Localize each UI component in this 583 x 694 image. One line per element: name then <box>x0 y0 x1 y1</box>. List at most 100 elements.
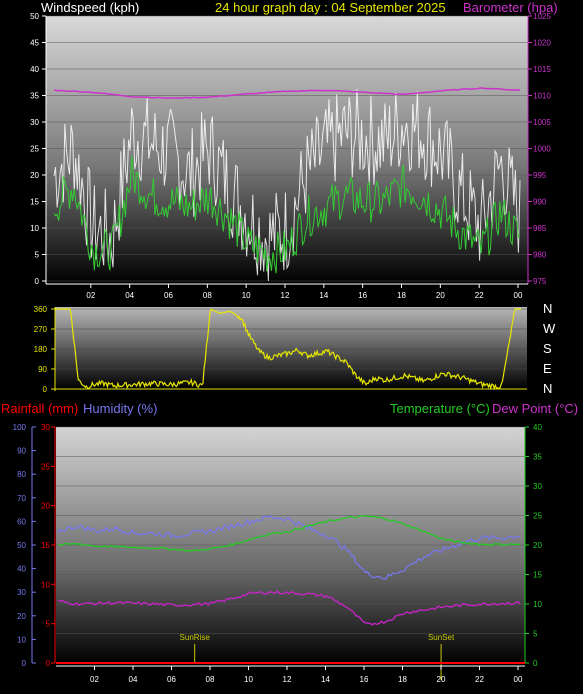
x-tick-label: 18 <box>397 291 406 300</box>
temperature-line <box>57 514 521 553</box>
windspeed-axis: 0 5 10 15 20 25 30 35 40 45 50 <box>30 12 47 286</box>
wind-pressure-series <box>53 87 521 282</box>
x-tick-label: 16 <box>360 675 369 684</box>
windspeed-gust-line <box>53 88 521 282</box>
barometer-tick-label: 975 <box>533 277 547 286</box>
wind-pressure-grid <box>46 15 528 282</box>
windspeed-average-line <box>53 155 521 274</box>
windspeed-tick-label: 5 <box>35 251 40 260</box>
x-tick-label: 20 <box>437 675 446 684</box>
rainfall-tick-label: 20 <box>41 502 50 511</box>
barometer-tick-label: 1025 <box>533 12 551 21</box>
windspeed-tick-label: 20 <box>30 171 39 180</box>
temperature-tick-label: 20 <box>533 541 542 550</box>
x-tick-label: 06 <box>167 675 176 684</box>
x-tick-label: 14 <box>319 291 328 300</box>
barometer-line <box>53 87 521 99</box>
x-tick-label: 14 <box>321 675 330 684</box>
humidity-line <box>57 514 521 580</box>
barometer-tick-label: 1010 <box>533 92 551 101</box>
temperature-tick-label: 10 <box>533 600 542 609</box>
wind-direction-plot-area <box>55 307 527 389</box>
windspeed-tick-label: 0 <box>35 277 40 286</box>
x-tick-label: 20 <box>436 291 445 300</box>
temperature-tick-label: 0 <box>533 659 538 668</box>
x-tick-label: 00 <box>514 675 523 684</box>
compass-e: E <box>543 361 552 376</box>
compass-n-bottom: N <box>543 381 552 396</box>
humidity-tick-label: 70 <box>17 494 26 503</box>
x-tick-label: 10 <box>242 291 251 300</box>
wind-direction-tick-label: 0 <box>43 385 48 394</box>
humidity-tick-label: 0 <box>22 659 27 668</box>
x-tick-label: 22 <box>475 675 484 684</box>
x-tick-label: 04 <box>129 675 138 684</box>
windspeed-tick-label: 45 <box>30 39 39 48</box>
compass-s: S <box>543 341 552 356</box>
temperature-tick-label: 15 <box>533 571 542 580</box>
x-tick-label: 10 <box>244 675 253 684</box>
page-title: 24 hour graph day : 04 September 2025 <box>215 0 446 15</box>
windspeed-tick-label: 50 <box>30 12 39 21</box>
rainfall-tick-label: 25 <box>41 462 50 471</box>
temperature-axes: 0 10 20 30 40 50 60 70 80 90 100 0 5 10 15 20 25 30 0 5 10 15… <box>13 423 543 668</box>
temperature-tick-label: 40 <box>533 423 542 432</box>
humidity-tick-label: 30 <box>17 588 26 597</box>
temperature-tick-label: 30 <box>533 482 542 491</box>
humidity-tick-label: 60 <box>17 517 26 526</box>
temperature-grid <box>56 426 525 664</box>
x-tick-label: 08 <box>203 291 212 300</box>
rainfall-tick-label: 10 <box>41 580 50 589</box>
barometer-tick-label: 1000 <box>533 145 551 154</box>
x-tick-label: 00 <box>514 291 523 300</box>
barometer-axis-title: Barometer (hpa) <box>463 0 558 15</box>
temperature-tick-label: 25 <box>533 512 542 521</box>
rainfall-tick-label: 5 <box>46 620 51 629</box>
humidity-tick-label: 80 <box>17 470 26 479</box>
wind-direction-tick-label: 90 <box>38 365 47 374</box>
humidity-tick-label: 50 <box>17 541 26 550</box>
windspeed-tick-label: 15 <box>30 198 39 207</box>
barometer-tick-label: 1015 <box>533 65 551 74</box>
x-tick-label: 22 <box>475 291 484 300</box>
x-tick-label: 16 <box>358 291 367 300</box>
rainfall-axis-title: Rainfall (mm) <box>1 401 78 416</box>
barometer-tick-label: 980 <box>533 251 547 260</box>
dewpoint-line <box>57 590 521 626</box>
compass-w: W <box>543 321 556 336</box>
x-tick-label: 12 <box>283 675 292 684</box>
temperature-x-axis: 02 04 06 08 10 12 14 16 18 20 22 00 <box>56 665 525 684</box>
x-tick-label: 18 <box>398 675 407 684</box>
barometer-tick-label: 1005 <box>533 118 551 127</box>
wind-direction-tick-label: 270 <box>34 325 48 334</box>
barometer-tick-label: 995 <box>533 171 547 180</box>
compass-labels: N W S E N <box>543 301 556 396</box>
barometer-tick-label: 985 <box>533 224 547 233</box>
wind-direction-axis: 0 90 180 270 360 <box>34 305 527 394</box>
x-tick-label: 06 <box>164 291 173 300</box>
x-tick-label: 02 <box>86 291 95 300</box>
barometer-tick-label: 990 <box>533 198 547 207</box>
rainfall-tick-label: 15 <box>41 541 50 550</box>
windspeed-tick-label: 35 <box>30 92 39 101</box>
humidity-axis-title: Humidity (%) <box>83 401 157 416</box>
dewpoint-axis-title: Dew Point (°C) <box>492 401 578 416</box>
humidity-tick-label: 20 <box>17 612 26 621</box>
windspeed-axis-title: Windspeed (kph) <box>41 0 139 15</box>
rainfall-tick-label: 0 <box>46 659 51 668</box>
wind-pressure-x-axis: 02 04 06 08 10 12 14 16 18 20 22 00 <box>46 283 528 300</box>
humidity-tick-label: 100 <box>13 423 27 432</box>
x-tick-label: 08 <box>206 675 215 684</box>
sunset-label: SunSet <box>428 633 455 642</box>
humidity-tick-label: 40 <box>17 565 26 574</box>
x-tick-label: 12 <box>281 291 290 300</box>
windspeed-tick-label: 30 <box>30 118 39 127</box>
windspeed-tick-label: 40 <box>30 65 39 74</box>
sunrise-label: SunRise <box>180 633 211 642</box>
windspeed-tick-label: 10 <box>30 224 39 233</box>
temperature-tick-label: 5 <box>533 630 538 639</box>
x-tick-label: 02 <box>90 675 99 684</box>
barometer-axis: 975 980 985 990 995 1000 1005 1010 1015 1020 1025 <box>527 12 551 286</box>
humidity-tick-label: 90 <box>17 447 26 456</box>
